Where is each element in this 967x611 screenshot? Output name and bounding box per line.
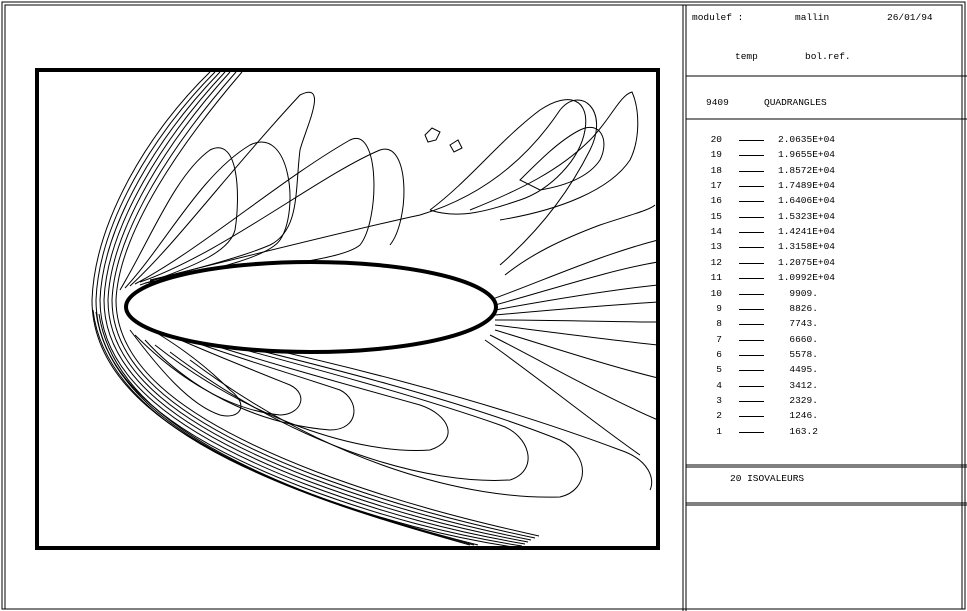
legend-index: 7 xyxy=(716,333,722,345)
legend-row: 13 1.3158E+04 xyxy=(700,241,967,255)
legend-index: 15 xyxy=(710,210,722,222)
legend-value: 1.5323E+04 xyxy=(778,210,836,222)
legend-index: 18 xyxy=(710,164,722,176)
legend-row: 3 2329. xyxy=(700,395,967,409)
legend-row: 7 6660. xyxy=(700,334,967,348)
legend-row: 17 1.7489E+04 xyxy=(700,180,967,194)
legend-line-sample xyxy=(739,385,764,387)
legend-index: 5 xyxy=(716,364,722,376)
isotherm-lines xyxy=(91,71,659,549)
legend-value: 1.9655E+04 xyxy=(778,149,836,161)
mesh-count: 9409 xyxy=(706,97,729,108)
legend-value: 5578. xyxy=(778,348,818,360)
case-label: bol.ref. xyxy=(805,51,851,62)
date-label: 26/01/94 xyxy=(887,12,933,23)
legend-index: 14 xyxy=(710,226,722,238)
legend-value: 3412. xyxy=(778,379,818,391)
legend-index: 10 xyxy=(710,287,722,299)
legend-row: 6 5578. xyxy=(700,349,967,363)
legend-line-sample xyxy=(739,339,764,341)
legend-index: 12 xyxy=(710,256,722,268)
legend-line-sample xyxy=(739,170,764,172)
legend-index: 1 xyxy=(716,425,722,437)
body-outline xyxy=(124,260,498,354)
legend-value: 2.0635E+04 xyxy=(778,134,836,145)
legend-value: 8826. xyxy=(778,302,818,314)
legend-row: 15 1.5323E+04 xyxy=(700,211,967,225)
legend-index: 17 xyxy=(710,180,722,192)
legend-line-sample xyxy=(739,216,764,218)
legend-index: 4 xyxy=(716,379,722,391)
legend-value: 1.0992E+04 xyxy=(778,272,836,284)
legend-line-sample xyxy=(739,324,764,326)
legend-row: 18 1.8572E+04 xyxy=(700,165,967,179)
program-label: modulef : xyxy=(692,12,744,23)
legend-index: 19 xyxy=(710,149,722,161)
legend-line-sample xyxy=(739,278,764,280)
legend-row: 8 7743. xyxy=(700,318,967,332)
field-label: temp xyxy=(735,51,758,62)
contour-plot xyxy=(35,68,660,550)
legend-line-sample xyxy=(739,431,764,433)
legend-value: 1.7489E+04 xyxy=(778,180,836,192)
legend-row: 1 163.2 xyxy=(700,426,967,440)
legend-line-sample xyxy=(739,186,764,188)
legend-index: 2 xyxy=(716,410,722,422)
legend-value: 1.2075E+04 xyxy=(778,256,836,268)
mesh-element-type: QUADRANGLES xyxy=(764,97,827,108)
legend-row: 2 1246. xyxy=(700,410,967,424)
legend-index: 20 xyxy=(710,134,722,145)
legend-row: 16 1.6406E+04 xyxy=(700,195,967,209)
legend-line-sample xyxy=(739,370,764,372)
legend-line-sample xyxy=(739,400,764,402)
legend-row: 9 8826. xyxy=(700,303,967,317)
legend-line-sample xyxy=(739,354,764,356)
legend-value: 1246. xyxy=(778,410,818,422)
legend-line-sample xyxy=(739,262,764,264)
legend-row: 10 9909. xyxy=(700,288,967,302)
isovalue-legend: 20 2.0635E+04 19 1.9655E+04 18 1.8572E+04 17 1.… xyxy=(700,134,967,464)
legend-row: 11 1.0992E+04 xyxy=(700,272,967,286)
legend-line-sample xyxy=(739,308,764,310)
legend-line-sample xyxy=(739,232,764,234)
legend-index: 9 xyxy=(716,302,722,314)
legend-value: 1.8572E+04 xyxy=(778,164,836,176)
legend-index: 6 xyxy=(716,348,722,360)
legend-index: 3 xyxy=(716,394,722,406)
legend-line-sample xyxy=(739,201,764,203)
legend-row: 20 2.0635E+04 xyxy=(700,134,967,148)
legend-line-sample xyxy=(739,293,764,295)
domain-border xyxy=(35,68,660,550)
legend-index: 8 xyxy=(716,318,722,330)
legend-value: 1.6406E+04 xyxy=(778,195,836,207)
user-label: mallin xyxy=(795,12,830,23)
legend-row: 4 3412. xyxy=(700,380,967,394)
legend-row: 19 1.9655E+04 xyxy=(700,149,967,163)
legend-index: 16 xyxy=(710,195,722,207)
legend-row: 12 1.2075E+04 xyxy=(700,257,967,271)
legend-index: 11 xyxy=(710,272,722,284)
legend-line-sample xyxy=(739,140,764,141)
legend-value: 1.3158E+04 xyxy=(778,241,836,253)
legend-value: 9909. xyxy=(778,287,818,299)
legend-value: 2329. xyxy=(778,394,818,406)
legend-value: 1.4241E+04 xyxy=(778,226,836,238)
legend-row: 14 1.4241E+04 xyxy=(700,226,967,240)
legend-value: 4495. xyxy=(778,364,818,376)
legend-line-sample xyxy=(739,155,764,157)
legend-value: 163.2 xyxy=(778,425,818,437)
legend-line-sample xyxy=(739,247,764,249)
legend-line-sample xyxy=(739,416,764,418)
isovalues-label: 20 ISOVALEURS xyxy=(730,473,805,484)
legend-index: 13 xyxy=(710,241,722,253)
legend-row: 5 4495. xyxy=(700,364,967,378)
legend-value: 6660. xyxy=(778,333,818,345)
legend-value: 7743. xyxy=(778,318,818,330)
